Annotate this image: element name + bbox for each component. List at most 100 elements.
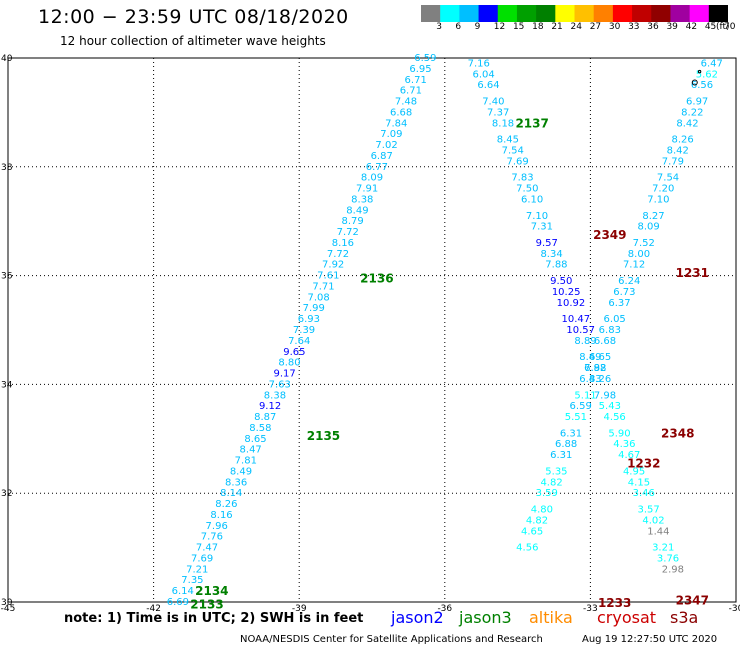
wave-height-value: 3.76 <box>657 553 679 564</box>
color-scale-swatch <box>459 5 480 22</box>
color-scale-label: 27 <box>589 22 602 32</box>
wave-height-value: 6.95 <box>409 64 431 75</box>
wave-height-value: 8.27 <box>642 211 664 222</box>
wave-height-value: 8.22 <box>681 107 703 118</box>
color-scale-swatch <box>555 5 575 22</box>
color-scale-swatch <box>478 5 499 22</box>
timestamp: Aug 19 12:27:50 UTC 2020 <box>582 634 718 645</box>
wave-height-value: 5.11 <box>574 390 596 401</box>
wave-height-value: 4.82 <box>526 515 548 526</box>
color-scale-swatch <box>708 5 728 22</box>
wave-height-value: 6.64 <box>477 80 499 91</box>
wave-height-value: 7.16 <box>468 58 490 69</box>
wave-height-value: 7.72 <box>327 249 349 260</box>
wave-height-value: 5.62 <box>696 69 718 80</box>
wave-height-value: 8.58 <box>249 423 271 434</box>
track-id-label: 2135 <box>307 429 340 443</box>
color-scale-swatch <box>689 5 710 22</box>
color-scale-label: 70 <box>724 22 736 32</box>
wave-height-value: 8.26 <box>589 374 611 385</box>
wave-height-value: 7.10 <box>647 194 669 205</box>
wave-height-value: 7.63 <box>269 379 291 390</box>
wave-height-value: 7.88 <box>545 260 567 271</box>
page-subtitle: 12 hour collection of altimeter wave hei… <box>60 34 326 48</box>
track-id-label: 1232 <box>627 456 660 470</box>
credit-line: NOAA/NESDIS Center for Satellite Applica… <box>240 634 543 645</box>
color-scale-label: 36 <box>647 22 659 32</box>
color-scale-swatch <box>536 5 556 22</box>
wave-height-value: 7.50 <box>516 184 538 195</box>
x-tick-label: -30 <box>729 604 740 614</box>
wave-height-value: 7.81 <box>235 456 257 467</box>
wave-height-value: 7.99 <box>303 303 325 314</box>
wave-height-value: 7.20 <box>652 184 674 195</box>
wave-height-value: 7.02 <box>375 140 397 151</box>
wave-height-value: 8.16 <box>210 510 232 521</box>
wave-height-value: 9.12 <box>259 401 281 412</box>
wave-height-value: 6.43 <box>579 374 601 385</box>
wave-height-value: 6.83 <box>599 325 621 336</box>
wave-height-value: 8.14 <box>220 488 242 499</box>
wave-height-value: 1.44 <box>647 526 669 537</box>
plot-frame <box>7 57 737 603</box>
legend-item-jason2: jason2 <box>391 608 444 627</box>
color-scale-label: 9 <box>474 22 481 32</box>
wave-height-value: 6.97 <box>686 97 708 108</box>
wave-height-value: 10.92 <box>557 298 586 309</box>
wave-height-value: 5.51 <box>565 412 587 423</box>
wave-height-value: 8.09 <box>361 173 383 184</box>
wave-height-value: 7.91 <box>356 184 378 195</box>
wave-height-value: 5.90 <box>608 428 630 439</box>
wave-height-value: 8.49 <box>346 205 368 216</box>
track-id-label: 2133 <box>190 598 223 612</box>
wave-height-value: 9.17 <box>274 369 296 380</box>
wave-height-value: 6.65 <box>589 352 611 363</box>
wave-height-value: 7.79 <box>662 156 684 167</box>
wave-height-value: 6.47 <box>701 58 723 69</box>
x-tick-label: -42 <box>146 604 161 614</box>
wave-height-value: 3.46 <box>633 488 655 499</box>
color-scale-swatch <box>440 5 460 22</box>
wave-height-value: 7.54 <box>502 145 524 156</box>
wave-height-value: 4.02 <box>642 515 664 526</box>
wave-height-value: 6.05 <box>604 314 626 325</box>
wave-height-value: 6.14 <box>172 586 194 597</box>
wave-height-value: 7.40 <box>482 97 504 108</box>
color-scale-label: 3 <box>436 22 442 32</box>
wave-height-value: 8.65 <box>244 434 266 445</box>
island-outline <box>697 69 702 74</box>
footnote: note: 1) Time is in UTC; 2) SWH is in fe… <box>64 611 364 626</box>
color-scale-label: 39 <box>666 22 678 32</box>
color-scale-label: 30 <box>608 22 621 32</box>
wave-height-value: 8.49 <box>579 352 601 363</box>
wave-height-value: 6.82 <box>584 363 606 374</box>
wave-height-value: 5.35 <box>545 466 567 477</box>
color-scale-label: 18 <box>532 22 544 32</box>
wave-height-value: 7.98 <box>594 390 616 401</box>
wave-height-value: 7.10 <box>526 211 548 222</box>
wave-height-value: 8.18 <box>492 118 514 129</box>
wave-height-value: 10.47 <box>562 314 591 325</box>
wave-height-value: 8.34 <box>540 249 562 260</box>
wave-height-value: 6.71 <box>400 86 422 97</box>
wave-height-value: 8.80 <box>278 358 300 369</box>
wave-height-value: 6.31 <box>560 428 582 439</box>
color-scale-label: 21 <box>551 22 563 32</box>
color-scale-label: 15 <box>512 22 525 32</box>
legend-item-altika: altika <box>529 608 573 627</box>
wave-height-value: 7.84 <box>385 118 407 129</box>
y-tick-label: 38 <box>1 163 13 173</box>
wave-height-value: 7.98 <box>584 363 606 374</box>
wave-height-value: 9.57 <box>536 238 558 249</box>
legend-item-jason3: jason3 <box>459 608 512 627</box>
color-scale-swatch <box>497 5 518 22</box>
color-scale-swatch <box>670 5 691 22</box>
wave-height-value: 9.50 <box>550 276 572 287</box>
color-scale-label: 24 <box>570 22 582 32</box>
track-id-label: 1233 <box>598 596 631 610</box>
color-scale-label: 45 <box>704 22 717 32</box>
wave-height-value: 4.82 <box>540 477 562 488</box>
wave-height-value: 6.59 <box>570 401 592 412</box>
wave-height-value: 8.36 <box>225 477 247 488</box>
